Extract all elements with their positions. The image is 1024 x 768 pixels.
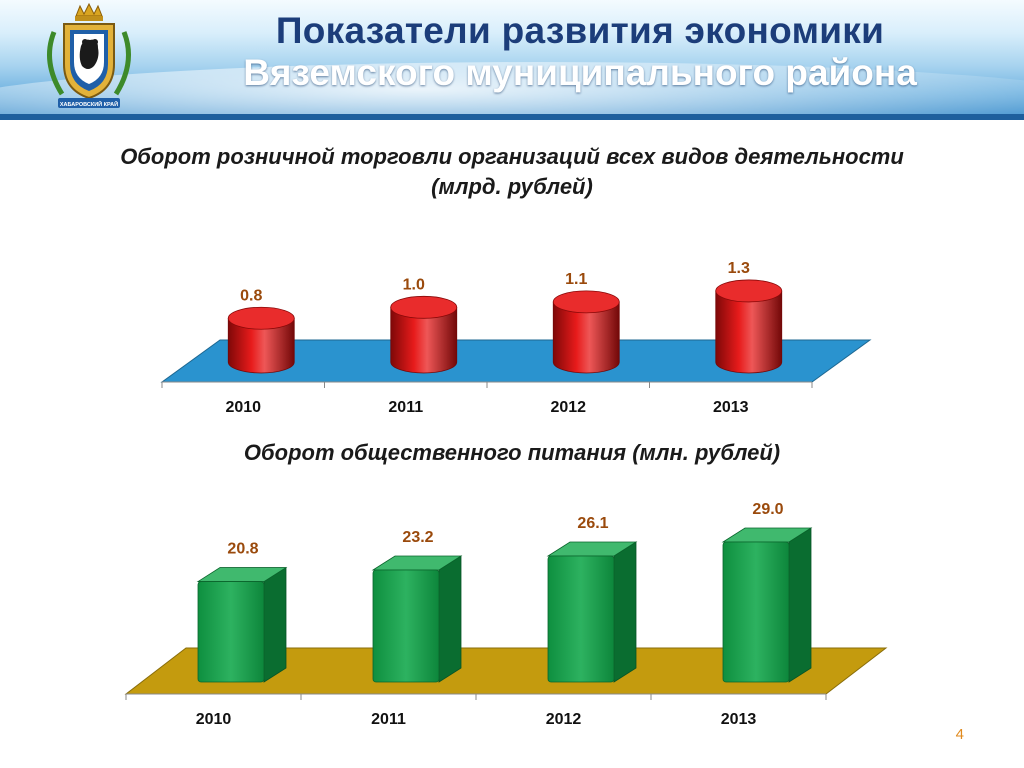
chart-title-retail: Оборот розничной торговли организаций вс… [0, 142, 1024, 202]
catering-bar-front [722, 541, 790, 683]
coat-of-arms-icon: ХАБАРОВСКИЙ КРАЙ [47, 2, 131, 108]
retail-bar-body [715, 290, 783, 374]
catering-bar [371, 555, 463, 683]
catering-bar [196, 566, 288, 683]
header-banner: ХАБАРОВСКИЙ КРАЙ Показатели развития эко… [0, 0, 1024, 120]
catering-bar-side [263, 566, 287, 683]
catering-value-label: 20.8 [227, 541, 258, 558]
retail-bar-body [227, 317, 295, 374]
retail-value-label: 1.1 [565, 271, 587, 288]
catering-value-label: 26.1 [577, 515, 608, 532]
catering-bar-side [438, 555, 462, 683]
emblem-ribbon-text: ХАБАРОВСКИЙ КРАЙ [60, 100, 118, 108]
retail-category-label: 2013 [713, 399, 749, 416]
page-number: 4 [955, 726, 964, 743]
retail-bar-top [390, 295, 458, 319]
page-title-line-1: Показатели развития экономики [275, 10, 885, 51]
retail-value-label: 0.8 [240, 287, 262, 304]
catering-category-label: 2012 [546, 711, 582, 728]
catering-bar-front [547, 555, 615, 683]
retail-bar [552, 290, 620, 374]
retail-bar-body [552, 301, 620, 374]
catering-bar-side [788, 527, 812, 683]
retail-category-label: 2011 [388, 399, 423, 416]
catering-value-label: 29.0 [752, 501, 783, 518]
retail-bar-body [390, 306, 458, 374]
chart-title-retail-line-2: (млрд. рублей) [431, 174, 593, 199]
retail-bar-top [227, 306, 295, 330]
retail-value-label: 1.0 [403, 276, 425, 293]
chart-title-catering: Оборот общественного питания (млн. рубле… [243, 440, 781, 465]
chart-title-retail-line-1: Оборот розничной торговли организаций вс… [120, 144, 904, 169]
catering-bar-front [372, 569, 440, 683]
retail-bar [715, 279, 783, 374]
catering-bar-side [613, 541, 637, 683]
catering-bar-front [197, 581, 265, 683]
catering-bar [721, 527, 813, 683]
retail-turnover-chart: 0.8 2010 1.0 2011 1.1 2012 1.3 2013 [160, 260, 872, 416]
retail-bar [227, 306, 295, 374]
retail-bar-top [715, 279, 783, 303]
catering-bar [546, 541, 638, 683]
retail-bar-top [552, 290, 620, 314]
retail-category-label: 2010 [225, 399, 261, 416]
catering-category-label: 2011 [371, 711, 406, 728]
catering-category-label: 2013 [721, 711, 757, 728]
retail-category-label: 2012 [550, 399, 586, 416]
catering-turnover-chart: 20.8 2010 23.2 2011 26.1 2012 29.0 2013 [124, 501, 888, 728]
catering-value-label: 23.2 [402, 529, 433, 546]
retail-bar [390, 295, 458, 374]
page-title-line-2: Вяземского муниципального района [243, 52, 917, 93]
retail-value-label: 1.3 [728, 260, 750, 277]
catering-category-label: 2010 [196, 711, 232, 728]
